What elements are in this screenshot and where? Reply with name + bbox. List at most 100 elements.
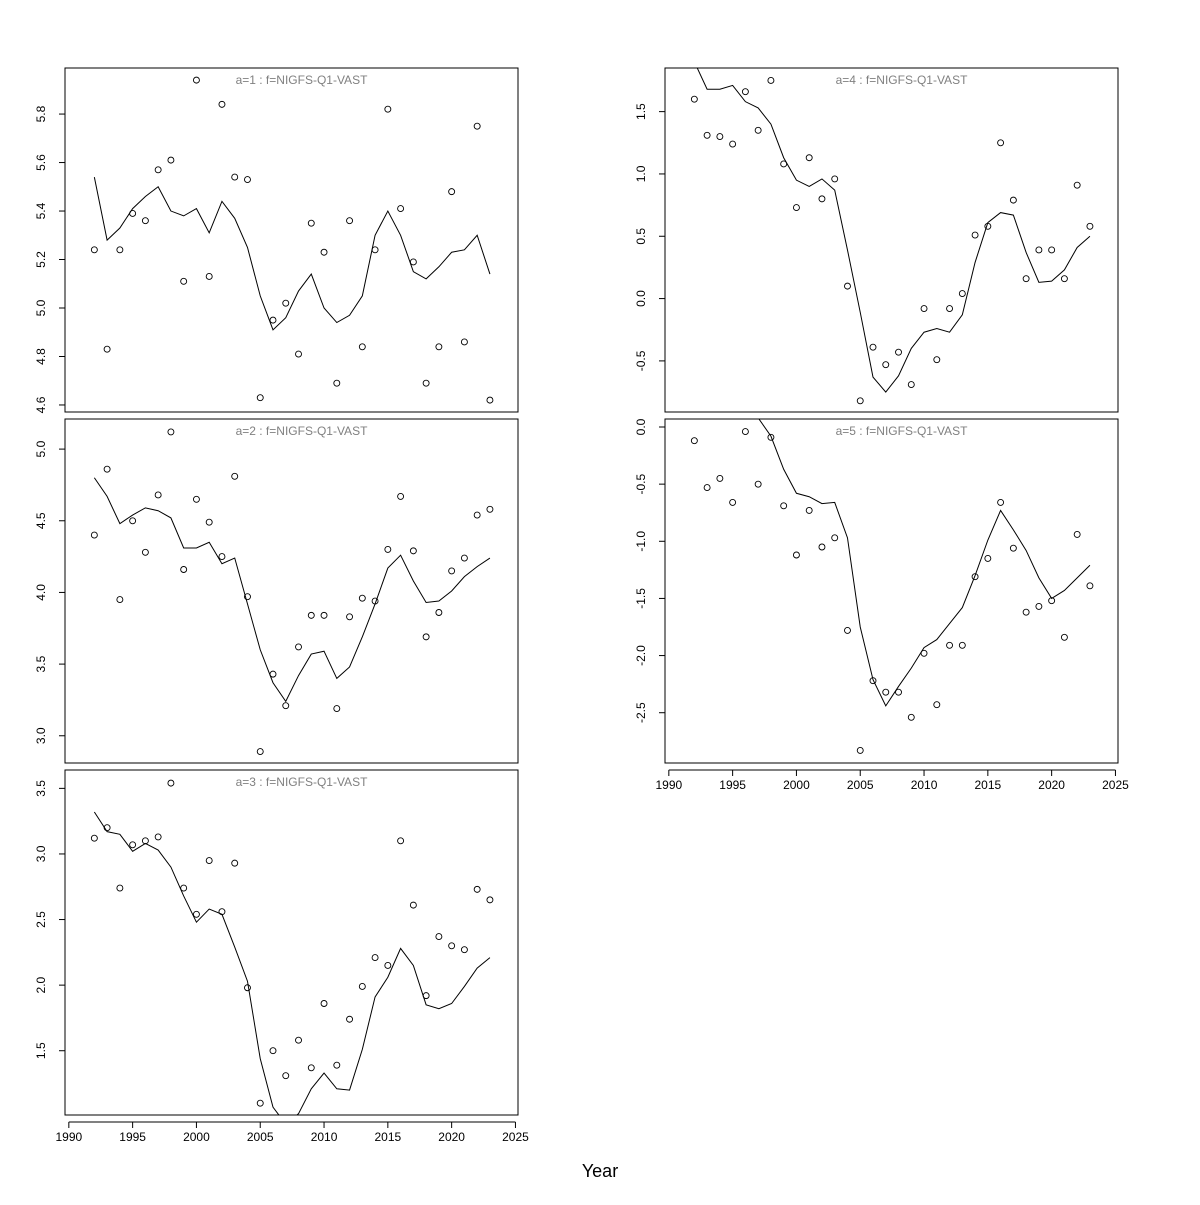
observation xyxy=(269,1047,277,1055)
observation xyxy=(422,633,430,641)
observation xyxy=(844,282,851,290)
observation xyxy=(435,343,443,351)
observation xyxy=(933,356,941,364)
observation xyxy=(231,859,239,867)
observation xyxy=(690,437,698,445)
observation xyxy=(192,76,200,84)
y-tick-label: 5.6 xyxy=(34,154,48,171)
plot-area xyxy=(93,477,491,703)
observation xyxy=(397,837,405,845)
observation xyxy=(435,609,443,616)
observation xyxy=(154,491,162,499)
plot-frame xyxy=(64,67,519,413)
panel: a=4 : f=NIGFS-Q1-VAST -0.5 0.0 0.5 1.0 1.5 xyxy=(634,67,1119,413)
observation xyxy=(90,531,98,539)
plot-frame xyxy=(64,418,519,764)
observation xyxy=(358,594,366,602)
observation xyxy=(729,140,737,148)
observation xyxy=(90,246,98,254)
y-tick-label: 5.0 xyxy=(34,299,48,316)
observation xyxy=(1060,633,1068,641)
observation xyxy=(831,534,839,542)
observation xyxy=(729,498,737,506)
observation xyxy=(1048,597,1056,605)
observation xyxy=(844,626,851,634)
observation xyxy=(244,984,251,992)
observation xyxy=(486,896,494,904)
observation xyxy=(1009,196,1017,204)
observation xyxy=(192,910,200,918)
y-tick-label: 5.8 xyxy=(34,105,48,122)
observation xyxy=(1086,582,1094,590)
x-axis-label: Year xyxy=(582,1161,618,1181)
observation xyxy=(409,901,417,909)
observation xyxy=(1048,246,1056,254)
x-tick-label: 2010 xyxy=(311,1130,338,1144)
y-tick-label: -0.5 xyxy=(634,350,648,371)
observation xyxy=(346,217,354,225)
panel-title: a=2 : f=NIGFS-Q1-VAST xyxy=(236,424,368,438)
observation xyxy=(920,649,928,657)
observation xyxy=(818,195,826,203)
observation xyxy=(997,139,1005,147)
panel: a=2 : f=NIGFS-Q1-VAST 3.0 3.5 4.0 4.5 5.0 xyxy=(34,418,519,764)
observation xyxy=(154,166,162,174)
y-tick-label: 3.5 xyxy=(34,655,48,672)
x-tick-label: 2000 xyxy=(783,778,810,792)
observation xyxy=(997,498,1005,506)
y-tick-label: 4.5 xyxy=(34,512,48,529)
observation xyxy=(167,779,175,787)
observation xyxy=(358,982,366,990)
observation xyxy=(792,551,800,559)
y-tick-label: -2.5 xyxy=(634,702,648,723)
observation xyxy=(460,338,468,346)
observation xyxy=(856,746,864,754)
panel-title: a=5 : f=NIGFS-Q1-VAST xyxy=(836,424,968,438)
observation xyxy=(333,705,341,712)
observation xyxy=(384,105,392,113)
observation xyxy=(869,677,877,685)
observation xyxy=(384,545,392,553)
observation xyxy=(244,593,251,601)
observation xyxy=(282,1072,290,1080)
x-tick-label: 2015 xyxy=(974,778,1001,792)
observation xyxy=(895,348,902,356)
observation xyxy=(141,217,149,225)
observation xyxy=(1022,275,1030,283)
observation xyxy=(805,154,813,162)
observation xyxy=(180,277,188,285)
observation xyxy=(244,176,251,183)
fit-line xyxy=(696,68,1091,393)
observation xyxy=(473,511,481,519)
observation xyxy=(154,833,162,841)
observation xyxy=(933,701,941,709)
observation xyxy=(422,992,430,1000)
observation xyxy=(205,518,213,526)
observation xyxy=(460,554,468,562)
fit-line xyxy=(758,419,1091,707)
y-tick-label: 3.0 xyxy=(34,845,48,862)
y-tick-label: -0.5 xyxy=(634,473,648,494)
observation xyxy=(1086,222,1094,230)
observation xyxy=(780,160,788,168)
observation xyxy=(1073,181,1081,189)
fit-line xyxy=(93,811,491,1115)
observation xyxy=(320,1000,328,1007)
observation xyxy=(103,824,111,832)
observation xyxy=(486,505,494,513)
y-tick-label: 1.0 xyxy=(634,165,648,182)
observation xyxy=(460,946,468,954)
x-tick-label: 2020 xyxy=(438,1130,465,1144)
observation xyxy=(473,885,481,893)
observation xyxy=(371,246,379,254)
observation xyxy=(1035,602,1043,610)
observation xyxy=(767,77,775,84)
observation xyxy=(295,1036,302,1044)
observation xyxy=(103,345,111,353)
plot-frame xyxy=(664,67,1119,413)
x-tick-label: 1990 xyxy=(55,1130,82,1144)
fit-line xyxy=(93,477,491,703)
observation xyxy=(371,597,379,605)
observation xyxy=(792,204,800,212)
